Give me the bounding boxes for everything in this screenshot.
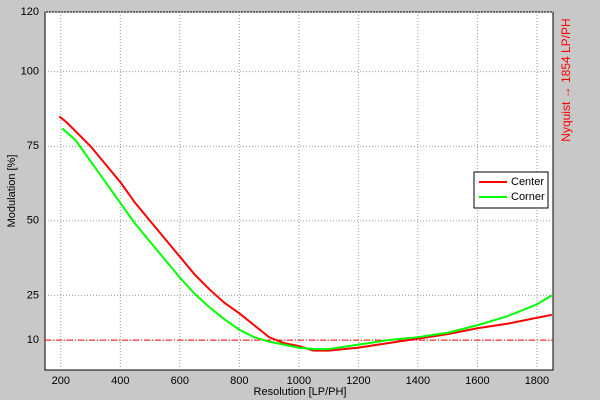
legend-label: Center (511, 176, 544, 188)
x-tick-label: 1800 (525, 375, 549, 387)
legend-label: Corner (511, 191, 545, 203)
series-line (61, 127, 553, 351)
x-tick-label: 400 (111, 375, 129, 387)
y-tick-label: 75 (27, 140, 39, 152)
x-tick-label: 1600 (465, 375, 489, 387)
y-tick-label: 120 (21, 6, 39, 18)
series-line (58, 115, 553, 352)
x-tick-label: 1400 (406, 375, 430, 387)
x-axis-label: Resolution [LP/PH] (254, 386, 347, 398)
x-tick-label: 1000 (287, 375, 311, 387)
x-tick-label: 600 (171, 375, 189, 387)
x-tick-label: 800 (230, 375, 248, 387)
y-axis-label: Modulation [%] (6, 155, 18, 228)
y-tick-label: 10 (27, 334, 39, 346)
y-tick-label: 100 (21, 66, 39, 78)
x-tick-label: 1200 (346, 375, 370, 387)
y-tick-label: 25 (27, 289, 39, 301)
nyquist-annotation: Nyquist → 1854 LP/PH (559, 18, 573, 141)
y-tick-label: 50 (27, 215, 39, 227)
legend-box (473, 171, 549, 209)
x-tick-label: 200 (52, 375, 70, 387)
